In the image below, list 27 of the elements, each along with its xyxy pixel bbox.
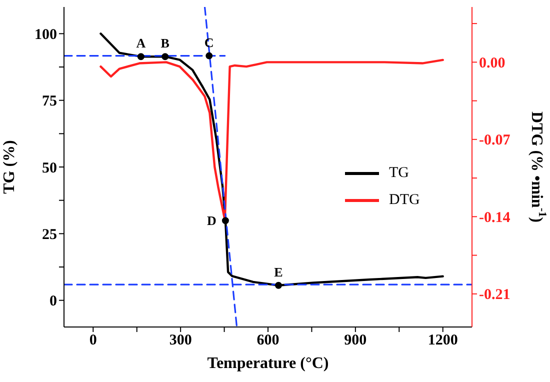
- annotation: B: [160, 36, 170, 51]
- x-tick-label: 900: [344, 332, 367, 349]
- x-tick-label: 300: [169, 332, 192, 349]
- annotation: D: [207, 213, 216, 228]
- y-tick-label: 0: [50, 294, 57, 310]
- point: [162, 53, 169, 60]
- y2-tick-label: 0.00: [479, 55, 506, 72]
- point: [137, 53, 144, 60]
- point: [222, 217, 229, 224]
- annotation: A: [136, 36, 146, 51]
- y-tick-label: 25: [42, 226, 57, 243]
- y-tick-label: 75: [42, 94, 57, 110]
- annotation: E: [274, 264, 283, 280]
- legend-label: TG: [389, 165, 409, 182]
- x-tick-label: 0: [89, 332, 97, 349]
- annotation: C: [204, 34, 214, 50]
- x-tick-label: 600: [256, 332, 280, 349]
- x-axis-title: Temperature (°C): [207, 355, 329, 372]
- legend-label: DTG: [389, 192, 420, 209]
- point: [274, 282, 282, 289]
- y-axis-title: TG (%): [0, 140, 18, 194]
- y2-tick-label: -0.07: [479, 132, 511, 149]
- y-tick-label: 50: [42, 160, 57, 176]
- y2-tick-label: -0.14: [479, 210, 511, 226]
- y-tick-label: 100: [34, 26, 57, 43]
- x-tick-label: 1200: [428, 332, 458, 349]
- y2-tick-label: -0.21: [479, 287, 510, 304]
